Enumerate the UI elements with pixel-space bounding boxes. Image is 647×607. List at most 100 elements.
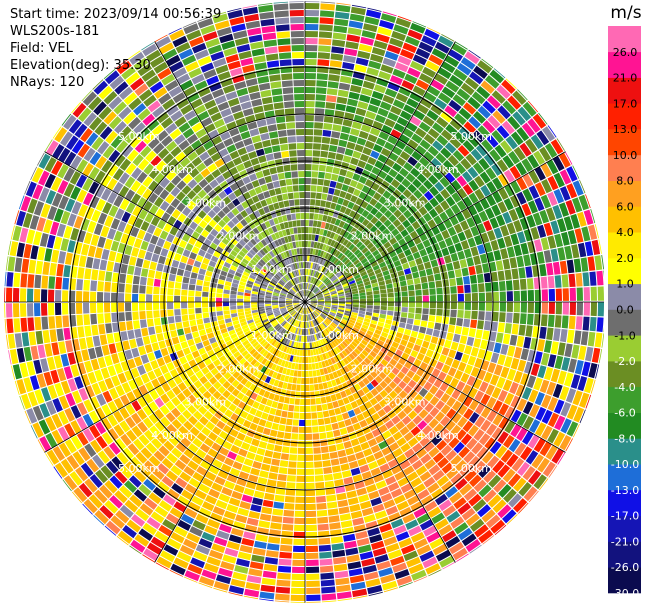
- velocity-gate: [113, 410, 124, 423]
- velocity-gate: [196, 466, 208, 477]
- velocity-gate: [182, 21, 197, 28]
- velocity-gate: [320, 150, 329, 158]
- velocity-gate: [285, 425, 292, 433]
- velocity-gate: [384, 385, 393, 394]
- velocity-gate: [485, 302, 493, 311]
- velocity-gate: [310, 302, 317, 304]
- velocity-gate: [339, 168, 348, 177]
- velocity-gate: [457, 285, 464, 294]
- velocity-gate: [530, 226, 540, 240]
- velocity-gate: [132, 154, 144, 167]
- velocity-gate: [100, 465, 114, 479]
- velocity-gate: [370, 388, 379, 397]
- velocity-gate: [257, 241, 265, 249]
- velocity-gate: [116, 451, 129, 465]
- velocity-gate: [109, 387, 119, 400]
- velocity-gate: [251, 135, 262, 144]
- velocity-gate: [322, 460, 331, 467]
- velocity-gate: [468, 116, 481, 129]
- velocity-gate: [160, 287, 167, 295]
- velocity-gate: [347, 561, 362, 570]
- velocity-gate: [396, 437, 407, 447]
- velocity-gate: [149, 204, 159, 215]
- velocity-gate: [221, 359, 230, 367]
- velocity-gate: [446, 332, 454, 341]
- velocity-gate: [192, 437, 203, 448]
- velocity-gate: [440, 200, 450, 211]
- velocity-gate: [230, 309, 237, 314]
- velocity-gate: [160, 165, 172, 177]
- velocity-gate: [428, 315, 436, 322]
- velocity-gate: [497, 504, 512, 519]
- velocity-gate: [136, 408, 148, 421]
- velocity-gate: [411, 133, 423, 144]
- velocity-gate: [361, 247, 369, 254]
- velocity-gate: [278, 201, 285, 209]
- velocity-gate: [290, 318, 295, 325]
- velocity-gate: [314, 384, 319, 391]
- velocity-gate: [240, 131, 251, 140]
- velocity-gate: [266, 182, 274, 190]
- velocity-gate: [272, 371, 278, 379]
- velocity-gate: [463, 318, 471, 328]
- velocity-gate: [397, 270, 405, 277]
- velocity-gate: [406, 279, 414, 286]
- velocity-gate: [184, 570, 200, 582]
- velocity-gate: [538, 478, 549, 491]
- velocity-gate: [466, 336, 475, 347]
- velocity-gate: [357, 160, 367, 169]
- velocity-gate: [72, 102, 87, 118]
- velocity-gate: [151, 378, 161, 389]
- velocity-gate: [144, 212, 154, 223]
- velocity-gate: [305, 86, 316, 94]
- velocity-gate: [244, 310, 252, 315]
- velocity-gate: [351, 121, 362, 130]
- velocity-gate: [391, 228, 400, 237]
- velocity-gate: [88, 494, 103, 509]
- velocity-gate: [565, 388, 577, 403]
- velocity-gate: [341, 470, 352, 478]
- velocity-gate: [272, 322, 279, 328]
- velocity-gate: [163, 440, 175, 452]
- velocity-gate: [143, 548, 159, 561]
- velocity-gate: [372, 503, 385, 513]
- velocity-gate: [418, 121, 431, 133]
- velocity-gate: [416, 513, 430, 525]
- velocity-gate: [470, 366, 480, 378]
- velocity-gate: [261, 330, 268, 336]
- velocity-gate: [51, 342, 60, 356]
- velocity-gate: [449, 317, 457, 326]
- velocity-gate: [190, 272, 198, 279]
- velocity-gate: [312, 320, 316, 327]
- velocity-gate: [323, 268, 329, 275]
- velocity-gate: [88, 181, 100, 195]
- velocity-gate: [53, 236, 63, 250]
- velocity-gate: [188, 384, 197, 394]
- velocity-gate: [94, 184, 106, 198]
- velocity-gate: [417, 420, 428, 431]
- velocity-gate: [315, 227, 321, 235]
- velocity-gate: [361, 349, 369, 357]
- velocity-gate: [336, 2, 351, 6]
- velocity-gate: [478, 433, 491, 446]
- velocity-gate: [319, 274, 325, 281]
- velocity-gate: [275, 273, 281, 280]
- velocity-gate: [313, 136, 322, 143]
- velocity-gate: [159, 177, 170, 189]
- velocity-gate: [218, 241, 227, 250]
- velocity-gate: [311, 302, 317, 304]
- velocity-gate: [227, 9, 243, 19]
- velocity-gate: [361, 227, 369, 235]
- velocity-gate: [357, 457, 367, 467]
- velocity-gate: [336, 361, 343, 369]
- velocity-gate: [142, 259, 151, 269]
- velocity-gate: [270, 280, 277, 285]
- velocity-gate: [245, 363, 253, 372]
- velocity-gate: [385, 319, 393, 325]
- velocity-gate: [457, 145, 470, 157]
- velocity-gate: [373, 192, 382, 201]
- velocity-gate: [41, 275, 49, 289]
- velocity-gate: [539, 379, 550, 394]
- velocity-gate: [160, 302, 167, 310]
- velocity-gate: [424, 334, 432, 342]
